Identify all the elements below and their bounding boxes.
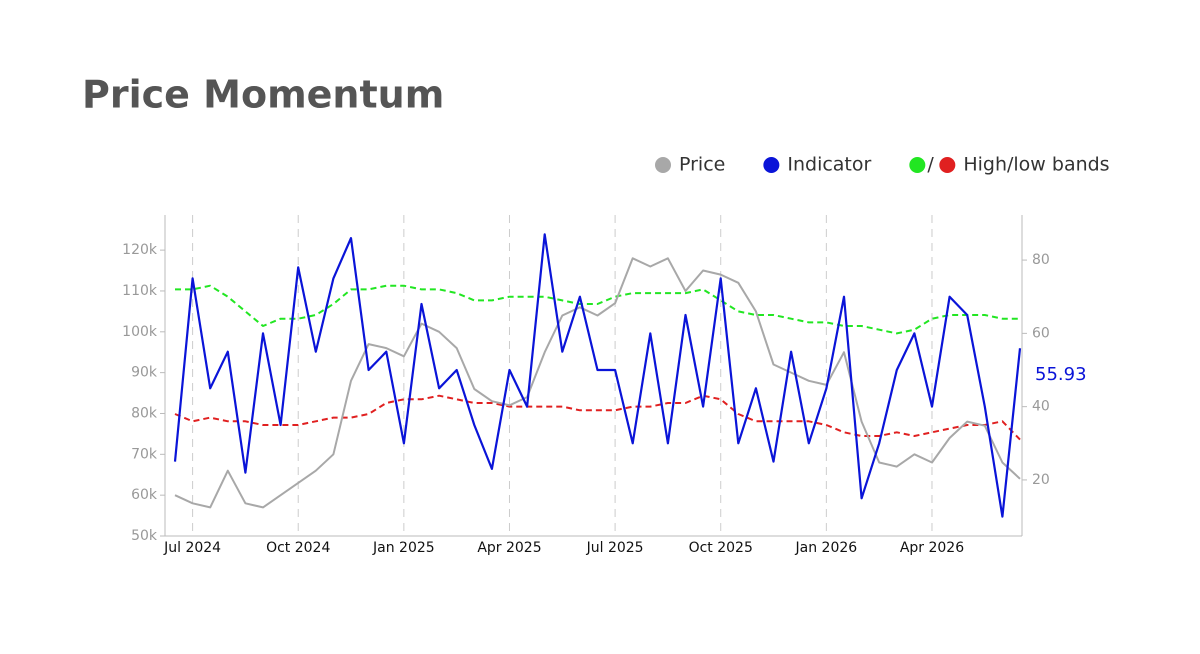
y2-tick-label: 60 — [1032, 325, 1050, 341]
y2-tick-label: 40 — [1032, 399, 1050, 415]
y-tick-label: 70k — [131, 446, 158, 462]
x-tick-label: Jan 2025 — [372, 540, 435, 556]
y-tick-label: 100k — [122, 324, 158, 340]
x-tick-label: Oct 2025 — [689, 540, 753, 556]
y-tick-label: 120k — [122, 242, 158, 258]
last-value-label: 55.93 — [1035, 364, 1087, 385]
legend-marker — [763, 157, 780, 173]
legend-separator: / — [927, 154, 934, 176]
y-tick-label: 60k — [131, 487, 158, 503]
series-line — [173, 233, 1022, 518]
high-band — [175, 284, 1020, 335]
legend-label: Indicator — [787, 154, 871, 176]
y2-tick-label: 80 — [1032, 252, 1050, 268]
legend-label: Price — [679, 154, 725, 176]
legend-label: High/low bands — [963, 154, 1109, 176]
y-tick-label: 90k — [131, 365, 158, 381]
y2-tick-label: 20 — [1032, 472, 1050, 488]
x-tick-label: Oct 2024 — [266, 540, 330, 556]
legend-marker — [655, 157, 671, 173]
low-band — [174, 394, 1021, 441]
x-tick-label: Apr 2025 — [477, 540, 541, 556]
legend-marker — [939, 157, 956, 173]
chart-title: Price Momentum — [82, 73, 444, 117]
y-tick-label: 110k — [122, 283, 158, 299]
y-tick-label: 80k — [131, 405, 158, 421]
x-tick-label: Jul 2024 — [163, 540, 221, 556]
x-tick-label: Apr 2026 — [900, 540, 964, 556]
legend-marker — [909, 157, 926, 173]
y-tick-label: 50k — [131, 528, 158, 544]
x-tick-label: Jan 2026 — [795, 540, 858, 556]
x-tick-label: Jul 2025 — [586, 540, 644, 556]
series-line — [174, 257, 1021, 509]
